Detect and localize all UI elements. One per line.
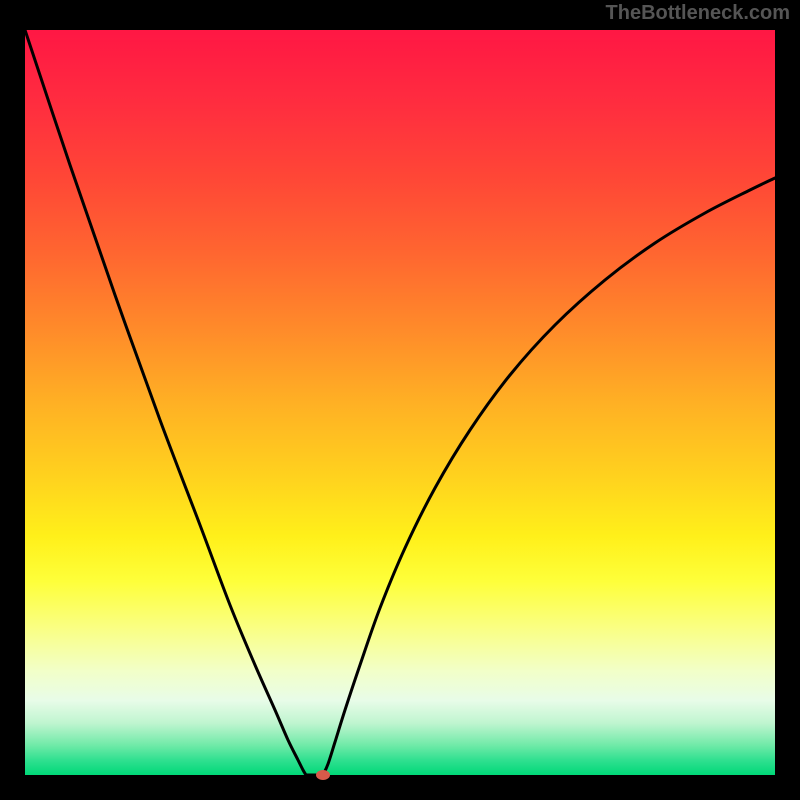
minimum-point-marker <box>316 770 330 780</box>
chart-container: TheBottleneck.com <box>0 0 800 800</box>
watermark-text: TheBottleneck.com <box>606 2 790 25</box>
bottleneck-curve <box>25 30 775 775</box>
curve-layer <box>0 0 800 800</box>
